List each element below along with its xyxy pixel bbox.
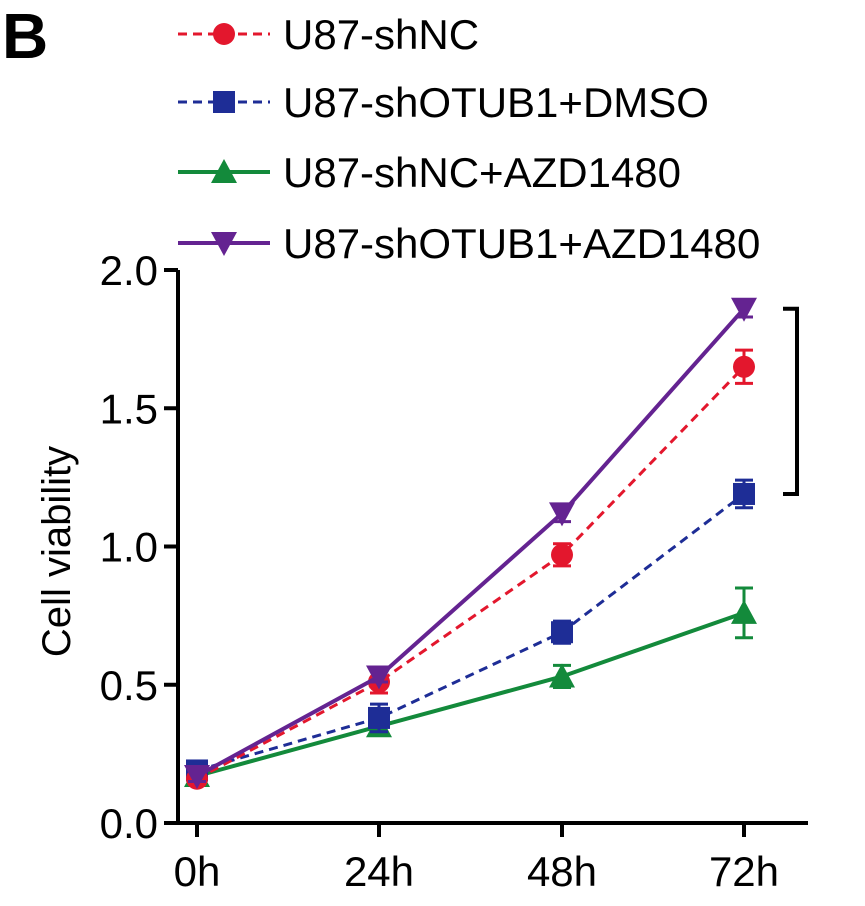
legend-marker <box>211 159 237 183</box>
data-point <box>551 621 573 644</box>
significance-stars: *** <box>844 365 865 438</box>
legend-entry: U87-shOTUB1+DMSO <box>178 79 709 126</box>
data-point <box>733 355 755 378</box>
legend-entry: U87-shOTUB1+AZD1480 <box>178 220 760 267</box>
series-line <box>196 365 746 781</box>
data-point <box>549 663 575 688</box>
series-line <box>196 307 746 778</box>
axes: 0.0 0.5 1.0 1.5 2.0 0h 24h 48h 72h Cell viability <box>35 247 808 895</box>
legend-marker <box>213 91 235 113</box>
legend-label: U87-shOTUB1+DMSO <box>283 79 709 126</box>
series-3 <box>184 297 757 789</box>
legend-marker <box>211 232 237 256</box>
x-tick-label: 0h <box>174 848 221 895</box>
data-point <box>366 665 392 690</box>
significance-annotation: *** <box>783 306 865 496</box>
y-tick-label: 2.0 <box>100 247 158 294</box>
series-layer <box>184 297 757 790</box>
data-point <box>551 543 573 566</box>
series-line <box>196 492 745 772</box>
legend-entry: U87-shNC <box>178 11 479 58</box>
panel-label: B <box>2 0 48 72</box>
data-point <box>549 502 575 527</box>
series-line <box>196 610 745 778</box>
legend-entry: U87-shNC+AZD1480 <box>178 149 681 196</box>
legend-marker <box>213 23 235 45</box>
legend: U87-shNC U87-shOTUB1+DMSO U87-shNC+AZD1480… <box>178 11 760 267</box>
legend-label: U87-shNC <box>283 11 479 58</box>
data-point <box>731 297 757 322</box>
data-point <box>184 764 210 789</box>
x-tick-label: 72h <box>709 848 779 895</box>
y-tick-label: 1.0 <box>100 524 158 571</box>
y-tick-label: 1.5 <box>100 385 158 432</box>
x-tick-label: 48h <box>527 848 597 895</box>
series-0 <box>186 348 755 790</box>
data-point <box>733 482 755 505</box>
data-point <box>368 706 390 729</box>
y-tick-label: 0.5 <box>100 662 158 709</box>
legend-label: U87-shNC+AZD1480 <box>283 149 681 196</box>
y-tick-label: 0.0 <box>100 800 158 847</box>
data-point <box>731 599 757 624</box>
x-tick-label: 24h <box>344 848 414 895</box>
y-axis-title: Cell viability <box>35 446 79 657</box>
significance-bracket <box>783 306 799 496</box>
legend-label: U87-shOTUB1+AZD1480 <box>283 220 760 267</box>
